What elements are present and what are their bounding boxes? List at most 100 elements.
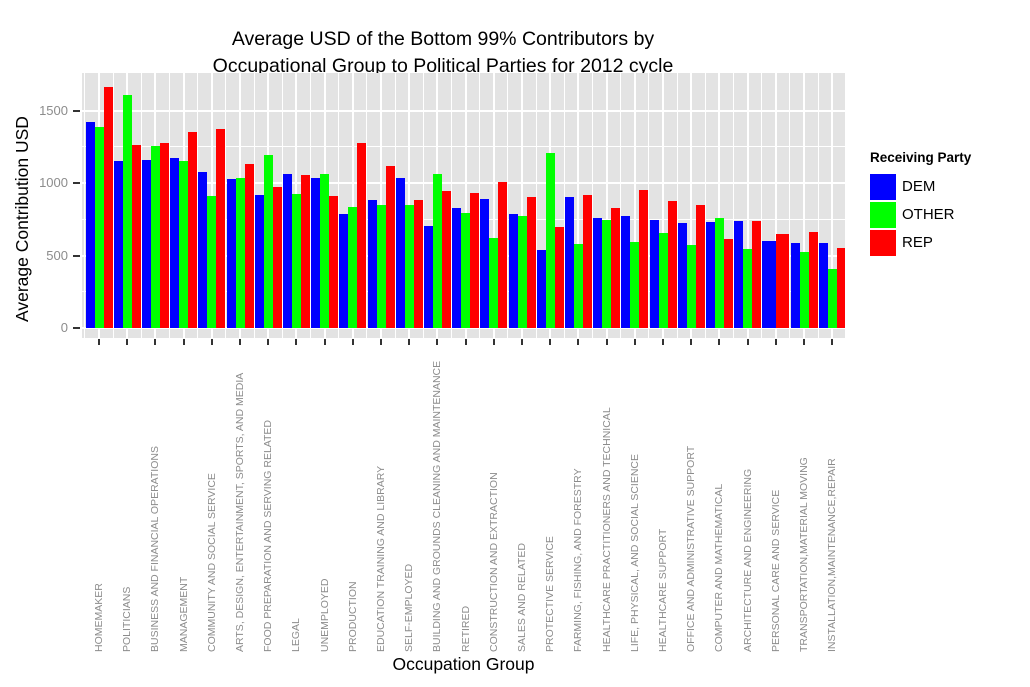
legend-entry-dem: DEM (862, 174, 1027, 200)
x-category-label: SELF-EMPLOYED (403, 563, 416, 652)
bar-other-16 (545, 153, 555, 328)
bar-rep-0 (103, 87, 113, 328)
legend-title: Receiving Party (870, 150, 972, 165)
bar-dem-22 (705, 222, 715, 328)
bar-other-18 (602, 220, 612, 328)
y-axis-title: Average Contribution USD (12, 116, 32, 322)
legend: Receiving Party DEM OTHER REP (862, 150, 1027, 258)
x-tick-mark (98, 339, 100, 345)
bar-other-6 (263, 154, 273, 328)
x-category-label: INSTALLATION,MAINTENANCE,REPAIR (826, 458, 839, 652)
bar-dem-11 (395, 178, 405, 328)
legend-entry-rep: REP (862, 230, 1027, 256)
x-category-label: PERSONAL CARE AND SERVICE (769, 489, 782, 652)
bar-rep-21 (695, 204, 705, 328)
bar-rep-3 (188, 132, 198, 328)
gridline-major-vertical (577, 73, 580, 338)
bar-rep-8 (329, 196, 339, 328)
x-axis-title: Occupation Group (392, 654, 535, 674)
bar-other-25 (799, 251, 809, 328)
bar-dem-12 (423, 225, 433, 328)
y-tick-label: 0 (60, 320, 68, 335)
bar-rep-26 (836, 248, 845, 328)
x-tick-mark (831, 339, 834, 345)
gridline-minor-vertical (676, 73, 678, 338)
bar-dem-19 (621, 216, 631, 328)
gridline-minor-vertical (366, 73, 368, 338)
x-tick-mark (464, 339, 467, 345)
gridline-minor-vertical (197, 73, 199, 338)
gridline-minor-vertical (479, 73, 481, 338)
gridline-major-vertical (351, 73, 354, 338)
bar-other-4 (207, 196, 217, 328)
bar-dem-4 (198, 172, 208, 328)
bar-dem-6 (254, 194, 264, 328)
bar-rep-14 (498, 182, 508, 328)
bar-rep-25 (808, 231, 818, 328)
bar-other-1 (122, 94, 132, 328)
gridline-minor-vertical (253, 73, 255, 338)
bar-dem-15 (508, 214, 518, 328)
y-tick-mark (73, 254, 80, 257)
bar-dem-18 (593, 217, 603, 328)
x-category-label: TRANSPORTATION,MATERIAL MOVING (798, 457, 810, 652)
bar-rep-20 (667, 201, 677, 328)
bar-dem-25 (790, 242, 800, 328)
bar-rep-24 (775, 233, 790, 328)
bar-rep-23 (752, 220, 762, 328)
bar-rep-12 (441, 191, 451, 328)
bar-other-21 (686, 245, 696, 328)
bar-rep-5 (244, 163, 254, 328)
bar-dem-26 (818, 243, 828, 328)
x-tick-mark (492, 339, 495, 345)
bar-rep-6 (272, 186, 282, 328)
bar-rep-1 (131, 145, 141, 328)
bar-dem-13 (452, 207, 462, 328)
gridline-minor-vertical (535, 73, 537, 338)
bar-dem-0 (85, 122, 95, 328)
y-tick-label: 1500 (39, 102, 68, 118)
gridline-minor-horizontal (82, 146, 845, 148)
x-category-label: ARCHITECTURE AND ENGINEERING (741, 468, 754, 652)
bar-other-22 (714, 217, 724, 328)
bar-dem-21 (677, 222, 687, 328)
gridline-minor-vertical (338, 73, 340, 338)
bar-other-15 (517, 215, 527, 328)
x-category-label: FOOD PREPARATION AND SERVING RELATED (262, 419, 275, 652)
bar-dem-2 (141, 159, 151, 328)
x-tick-mark (408, 339, 411, 345)
x-category-label: ARTS, DESIGN, ENTERTAINMENT, SPORTS, AND… (234, 372, 246, 652)
x-tick-mark (746, 339, 749, 345)
bar-rep-22 (723, 238, 733, 328)
chart-title-line2: Occupational Group to Political Parties … (212, 55, 674, 77)
x-tick-mark (718, 339, 721, 345)
bar-rep-10 (385, 165, 395, 328)
x-tick-mark (351, 339, 354, 345)
gridline-minor-vertical (140, 73, 142, 338)
x-category-label: HEALTHCARE SUPPORT (657, 528, 669, 652)
x-tick-mark (662, 339, 664, 345)
bar-other-0 (94, 127, 104, 328)
bar-other-11 (404, 204, 414, 328)
bar-dem-3 (170, 158, 180, 328)
bar-rep-9 (357, 142, 367, 328)
bar-other-23 (743, 249, 753, 328)
gridline-minor-vertical (563, 73, 565, 338)
bar-other-2 (150, 145, 160, 328)
y-tick-label: 500 (46, 247, 68, 263)
legend-entry-other: OTHER (862, 202, 1027, 228)
bar-dem-10 (367, 199, 377, 328)
x-category-label: LEGAL (290, 618, 303, 652)
x-tick-mark (380, 339, 382, 345)
chart-title-line1: Average USD of the Bottom 99% Contributo… (231, 28, 655, 50)
y-tick-mark (73, 109, 80, 112)
x-category-label: MANAGEMENT (177, 576, 190, 652)
gridline-minor-vertical (620, 73, 622, 338)
bar-dem-7 (282, 173, 292, 328)
x-category-label: BUSINESS AND FINANCIAL OPERATIONS (149, 446, 162, 652)
x-category-label: UNEMPLOYED (318, 578, 331, 652)
x-tick-mark (154, 339, 157, 345)
gridline-major-vertical (633, 73, 636, 338)
x-tick-mark (605, 339, 608, 345)
dem-color-swatch (870, 174, 896, 200)
